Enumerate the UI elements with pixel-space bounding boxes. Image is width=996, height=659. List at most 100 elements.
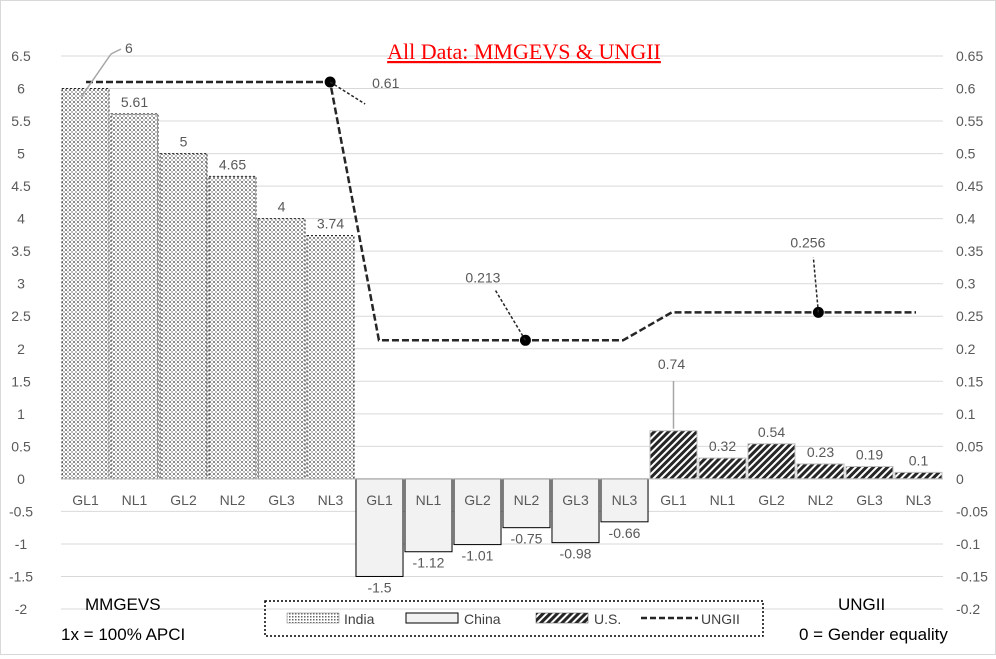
legend-border: [264, 600, 764, 637]
data-label: -1.12: [413, 555, 445, 571]
data-label: 0.256: [790, 234, 825, 250]
data-label: 4.65: [219, 156, 246, 172]
right-tick-label: 0.45: [956, 178, 983, 194]
bar-us: [796, 463, 845, 480]
data-label: 0.61: [372, 75, 399, 91]
left-tick-label: -2: [15, 601, 28, 617]
category-label: GL2: [758, 492, 785, 508]
left-tick-label: 2.5: [11, 308, 31, 324]
legend-swatch-us: [535, 612, 589, 624]
bar-us: [845, 466, 894, 480]
bar-china: [502, 478, 551, 529]
left-tick-label: 4: [17, 211, 25, 227]
bar-india: [159, 153, 208, 480]
data-label: 0.1: [909, 452, 929, 468]
left-tick-label: 6: [17, 81, 25, 97]
bar-india: [306, 235, 355, 480]
category-label: GL1: [660, 492, 687, 508]
legend: India China U.S. UNGII: [264, 600, 764, 637]
left-tick-label: 1.5: [11, 373, 31, 389]
bar-india: [257, 218, 306, 480]
data-label: 5: [180, 134, 188, 150]
right-tick-label: 0.6: [956, 81, 976, 97]
left-tick-label: -1: [15, 536, 28, 552]
category-label: NL3: [906, 492, 932, 508]
right-tick-label: 0.15: [956, 373, 983, 389]
data-label: 0.213: [465, 269, 500, 285]
category-label: NL3: [612, 492, 638, 508]
right-tick-label: -0.05: [956, 503, 988, 519]
bar-india: [61, 88, 110, 480]
right-tick-label: 0.1: [956, 406, 976, 422]
right-tick-label: 0.65: [956, 48, 983, 64]
ungii-line: [86, 76, 916, 346]
left-tick-label: 6.5: [11, 48, 31, 64]
legend-swatch-china: [405, 612, 459, 624]
left-tick-label: -1.5: [9, 568, 33, 584]
bar-us: [649, 430, 698, 480]
bar-us: [894, 471, 943, 480]
category-label: NL3: [318, 492, 344, 508]
legend-label-us: U.S.: [594, 611, 621, 627]
left-note-line2: 1x = 100% APCI: [61, 625, 185, 644]
right-tick-label: 0.2: [956, 341, 976, 357]
left-tick-label: 2: [17, 341, 25, 357]
bar-china: [551, 478, 600, 544]
category-label: NL1: [122, 492, 148, 508]
callout-line: [494, 289, 527, 341]
right-tick-label: -0.1: [956, 536, 980, 552]
bar-india: [208, 175, 257, 480]
category-label: GL3: [856, 492, 883, 508]
data-label: -0.66: [609, 525, 641, 541]
category-label: GL1: [366, 492, 393, 508]
category-label: GL1: [72, 492, 99, 508]
data-label: -0.75: [511, 531, 543, 547]
callout-line: [329, 81, 366, 105]
callout-line: [110, 48, 122, 55]
data-label: 4: [278, 199, 286, 215]
bar-us: [747, 443, 796, 480]
legend-swatch-india: [286, 612, 340, 624]
data-labels: 5.61 5 4.65 4 3.74 -1.5 -1.12 -1.01 -0.75 -0.98 -0…: [72, 40, 931, 595]
right-tick-label: 0.5: [956, 146, 976, 162]
right-tick-label: 0.05: [956, 438, 983, 454]
bar-us: [698, 457, 747, 480]
bar-china: [600, 478, 649, 523]
legend-label-ungii: UNGII: [701, 611, 740, 627]
data-label: 6: [125, 40, 133, 56]
right-tick-label: 0.3: [956, 276, 976, 292]
data-label: 5.61: [121, 94, 148, 110]
category-label: GL2: [170, 492, 197, 508]
right-tick-label: 0.55: [956, 113, 983, 129]
left-tick-label: 3: [17, 276, 25, 292]
left-tick-label: -0.5: [9, 503, 33, 519]
data-label: 3.74: [317, 216, 344, 232]
category-label: NL1: [416, 492, 442, 508]
callout-line: [812, 257, 820, 313]
right-tick-label: -0.15: [956, 568, 988, 584]
category-label: NL2: [514, 492, 540, 508]
data-label: -1.01: [462, 548, 494, 564]
category-label: NL2: [808, 492, 834, 508]
right-tick-label: 0.4: [956, 211, 976, 227]
legend-label-india: India: [344, 611, 375, 627]
left-tick-label: 4.5: [11, 178, 31, 194]
right-note-line1: UNGII: [838, 595, 885, 614]
right-tick-label: 0: [956, 471, 964, 487]
data-label: 0.19: [856, 447, 883, 463]
data-label: 0.23: [807, 444, 834, 460]
data-label: 0.74: [658, 356, 685, 372]
data-label: -0.98: [560, 546, 592, 562]
callout-line: [80, 53, 112, 97]
right-tick-label: 0.25: [956, 308, 983, 324]
right-tick-label: 0.35: [956, 243, 983, 259]
axes: 6.5 6 5.5 5 4.5 4 3.5 3 2.5 2 1.5 1 0.5 0 -0.5 -1 -1.5 -2…: [9, 48, 988, 617]
category-label: NL2: [220, 492, 246, 508]
bar-china: [355, 478, 404, 577]
left-tick-label: 3.5: [11, 243, 31, 259]
ungii-line-path: [86, 80, 916, 342]
data-label: -1.5: [367, 579, 391, 595]
category-label: NL1: [710, 492, 736, 508]
bar-china: [404, 478, 453, 553]
